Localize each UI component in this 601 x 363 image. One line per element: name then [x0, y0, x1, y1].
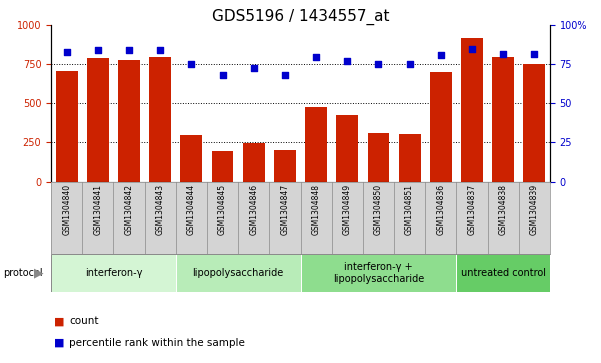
Point: [124, 48, 134, 53]
Point: [249, 65, 258, 70]
Text: GSM1304841: GSM1304841: [93, 184, 102, 234]
Text: untreated control: untreated control: [460, 268, 546, 278]
Bar: [398, 134, 421, 182]
Bar: [243, 143, 264, 182]
Bar: [51, 254, 176, 292]
Bar: [274, 150, 296, 182]
Text: GSM1304850: GSM1304850: [374, 184, 383, 235]
Text: GSM1304837: GSM1304837: [468, 184, 477, 235]
Point: [374, 61, 383, 68]
Text: ▶: ▶: [34, 267, 44, 280]
Text: ■: ■: [54, 316, 64, 326]
Text: GSM1304851: GSM1304851: [405, 184, 414, 234]
Bar: [492, 57, 514, 182]
Text: GSM1304836: GSM1304836: [436, 184, 445, 235]
Bar: [56, 71, 78, 182]
Bar: [180, 135, 203, 182]
Text: GSM1304840: GSM1304840: [62, 184, 71, 235]
Bar: [149, 57, 171, 182]
Bar: [523, 64, 545, 182]
Text: count: count: [69, 316, 99, 326]
Text: GSM1304843: GSM1304843: [156, 184, 165, 235]
Text: GSM1304845: GSM1304845: [218, 184, 227, 235]
Text: GSM1304847: GSM1304847: [281, 184, 290, 235]
Point: [405, 61, 415, 68]
Text: interferon-γ +
lipopolysaccharide: interferon-γ + lipopolysaccharide: [333, 262, 424, 284]
Point: [436, 52, 445, 58]
Point: [498, 50, 508, 56]
Bar: [300, 254, 456, 292]
Point: [280, 73, 290, 78]
Bar: [461, 38, 483, 182]
Point: [93, 48, 103, 53]
Text: GSM1304839: GSM1304839: [530, 184, 539, 235]
Bar: [176, 254, 300, 292]
Text: GSM1304849: GSM1304849: [343, 184, 352, 235]
Point: [218, 73, 227, 78]
Text: GSM1304848: GSM1304848: [311, 184, 320, 234]
Point: [343, 58, 352, 64]
Text: GDS5196 / 1434557_at: GDS5196 / 1434557_at: [212, 9, 389, 25]
Point: [186, 61, 196, 68]
Text: percentile rank within the sample: percentile rank within the sample: [69, 338, 245, 348]
Bar: [212, 151, 233, 182]
Bar: [118, 60, 140, 182]
Text: GSM1304838: GSM1304838: [499, 184, 508, 234]
Text: ■: ■: [54, 338, 64, 348]
Text: GSM1304844: GSM1304844: [187, 184, 196, 235]
Text: GSM1304846: GSM1304846: [249, 184, 258, 235]
Point: [62, 49, 72, 55]
Text: protocol: protocol: [3, 268, 43, 278]
Bar: [368, 133, 389, 182]
Text: lipopolysaccharide: lipopolysaccharide: [192, 268, 284, 278]
Text: interferon-γ: interferon-γ: [85, 268, 142, 278]
Bar: [337, 115, 358, 182]
Bar: [305, 107, 327, 182]
Point: [311, 54, 321, 60]
Point: [529, 50, 539, 56]
Bar: [456, 254, 550, 292]
Point: [467, 46, 477, 52]
Point: [156, 48, 165, 53]
Text: GSM1304842: GSM1304842: [124, 184, 133, 234]
Bar: [87, 58, 109, 182]
Bar: [430, 72, 452, 182]
